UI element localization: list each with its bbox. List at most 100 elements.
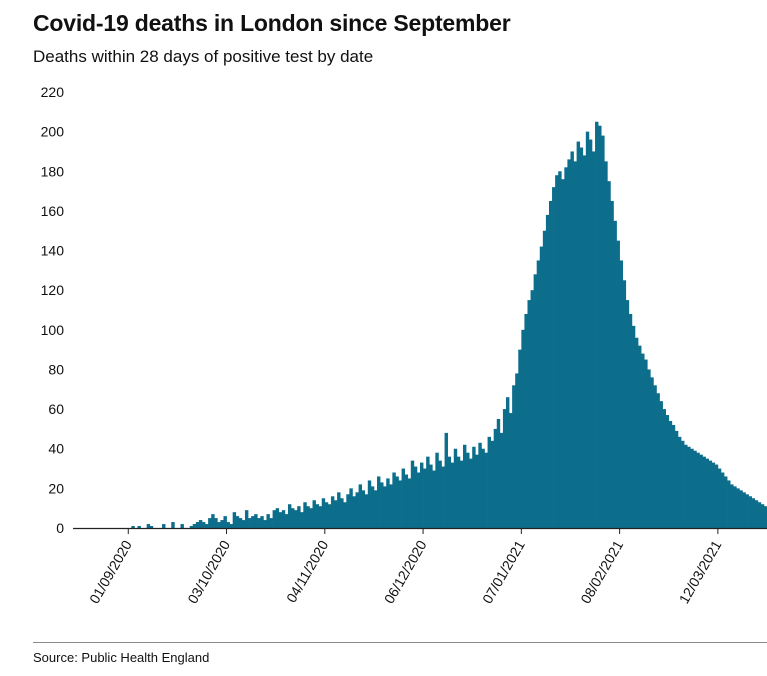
bar — [192, 524, 197, 528]
bar — [349, 488, 353, 528]
y-tick-label: 40 — [48, 441, 64, 457]
bar — [757, 502, 762, 528]
bar — [711, 462, 716, 528]
bar — [622, 280, 627, 528]
bar — [389, 484, 393, 528]
bar — [502, 409, 507, 528]
bar — [284, 514, 289, 528]
bar — [447, 456, 452, 528]
bar — [426, 456, 430, 528]
bar — [573, 161, 577, 529]
bar — [444, 432, 448, 528]
bar — [668, 420, 673, 528]
bar — [631, 325, 636, 528]
x-tick-label: 07/01/2021 — [479, 537, 528, 606]
bar — [524, 313, 528, 528]
bar — [398, 480, 402, 528]
bar — [162, 524, 166, 528]
bar — [370, 486, 375, 528]
bar — [309, 508, 313, 528]
bar — [355, 492, 359, 528]
bar — [653, 385, 657, 528]
bar — [499, 432, 504, 528]
bar — [595, 121, 599, 528]
bar — [671, 424, 676, 528]
bar — [251, 516, 255, 528]
bar — [257, 518, 261, 528]
bar — [610, 201, 614, 528]
bar — [496, 419, 501, 528]
bar — [505, 397, 510, 528]
bar — [306, 506, 310, 528]
bar — [570, 151, 574, 528]
bar — [561, 179, 565, 528]
bar — [552, 187, 556, 528]
bar — [450, 462, 455, 528]
bar — [318, 506, 323, 528]
bar — [518, 349, 522, 528]
bar — [346, 494, 350, 528]
bar — [364, 494, 369, 528]
bar — [373, 490, 378, 528]
bar — [416, 472, 421, 528]
bar — [352, 496, 356, 528]
bar — [321, 498, 326, 528]
bar — [530, 290, 534, 528]
y-tick-label: 160 — [41, 203, 65, 219]
bar — [674, 430, 679, 528]
bar — [275, 508, 280, 528]
y-tick-label: 100 — [41, 322, 65, 338]
bar — [736, 488, 740, 528]
bar — [334, 500, 338, 528]
chart: 0 20 40 60 80 100 120 140 160 180 200 220 01/09/202… — [41, 84, 767, 606]
bar — [395, 476, 399, 528]
bar — [512, 385, 516, 528]
bar — [564, 167, 568, 528]
bar — [625, 300, 630, 528]
bar — [358, 484, 362, 528]
bar — [604, 161, 608, 529]
bar — [481, 448, 485, 528]
bar — [438, 460, 442, 528]
bar — [315, 504, 320, 528]
bar — [343, 502, 347, 528]
bar — [432, 470, 436, 528]
x-tick-label: 04/11/2020 — [283, 537, 331, 605]
bar — [383, 486, 387, 528]
y-tick-label: 200 — [41, 124, 65, 140]
bar — [727, 480, 731, 528]
bar — [708, 460, 713, 528]
y-tick-label: 180 — [41, 163, 65, 179]
chart-title: Covid-19 deaths in London since Septembe… — [33, 10, 511, 36]
bar — [548, 201, 553, 528]
bar — [690, 448, 694, 528]
bar — [536, 260, 541, 528]
bar — [745, 494, 749, 528]
bar — [413, 466, 418, 528]
bar — [696, 452, 700, 528]
bar — [429, 464, 433, 528]
bar — [754, 500, 759, 528]
bar — [180, 524, 184, 528]
bar — [453, 448, 458, 528]
bar — [472, 446, 476, 528]
bar — [638, 345, 642, 528]
bar — [717, 468, 722, 528]
bar — [720, 472, 725, 528]
bar — [607, 181, 611, 528]
bar — [377, 476, 381, 528]
bar — [241, 520, 246, 528]
bar — [312, 500, 316, 528]
bar — [361, 490, 366, 528]
bar — [420, 462, 424, 528]
bar — [410, 460, 415, 528]
bar — [340, 498, 344, 528]
bar — [254, 514, 258, 528]
bar — [404, 474, 409, 528]
bar — [588, 139, 593, 528]
bar — [469, 458, 473, 528]
bar — [739, 490, 743, 528]
bar — [665, 415, 670, 528]
bar — [591, 151, 596, 528]
bar — [297, 506, 301, 528]
